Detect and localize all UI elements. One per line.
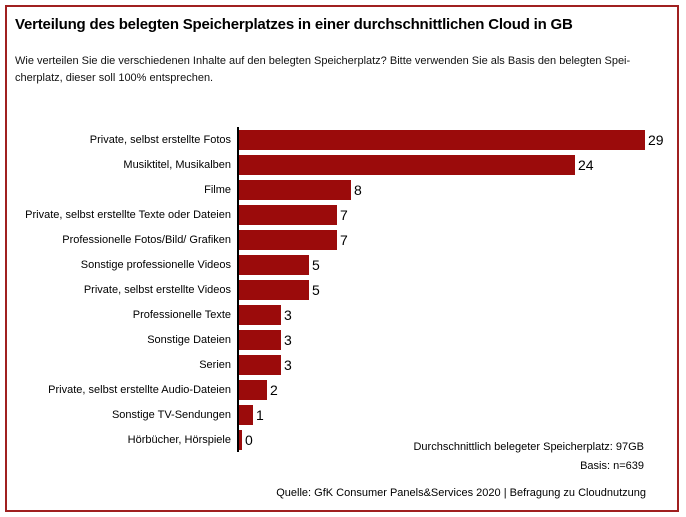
source-note: Quelle: GfK Consumer Panels&Services 202… — [276, 487, 646, 499]
bar-chart: Private, selbst erstellte Fotos 29 Musik… — [0, 127, 686, 452]
bar-row: Hörbücher, Hörspiele 0 — [0, 427, 686, 452]
bar — [239, 354, 281, 375]
category-label: Filme — [204, 183, 231, 196]
bar-row: Professionelle Texte 3 — [0, 302, 686, 327]
category-label: Musiktitel, Musikalben — [123, 158, 231, 171]
bar-row: Private, selbst erstellte Audio-Dateien … — [0, 377, 686, 402]
bar-cell: 7 — [237, 202, 686, 227]
bar-cell: 3 — [237, 352, 686, 377]
value-label: 5 — [312, 281, 320, 298]
bar-cell: 3 — [237, 302, 686, 327]
bar — [239, 404, 253, 425]
annotation: Durchschnittlich belegeter Speicherplatz… — [413, 438, 644, 476]
category-label: Private, selbst erstellte Fotos — [89, 133, 231, 146]
bar — [239, 229, 337, 250]
value-label: 0 — [245, 431, 253, 448]
bar-row: Private, selbst erstellte Videos 5 — [0, 277, 686, 302]
subtitle-line-1: Wie verteilen Sie die verschiedenen Inha… — [15, 55, 631, 67]
value-label: 3 — [284, 356, 292, 373]
bar — [239, 329, 281, 350]
bar-row: Musiktitel, Musikalben 24 — [0, 152, 686, 177]
category-label: Sonstige TV-Sendungen — [111, 408, 231, 421]
bar-row: Private, selbst erstellte Fotos 29 — [0, 127, 686, 152]
category-label: Sonstige Dateien — [147, 333, 231, 346]
bar-row: Sonstige Dateien 3 — [0, 327, 686, 352]
value-label: 29 — [648, 131, 664, 148]
bar-row: Serien 3 — [0, 352, 686, 377]
bar-cell: 2 — [237, 377, 686, 402]
category-label: Professionelle Texte — [132, 308, 231, 321]
value-label: 3 — [284, 331, 292, 348]
category-label: Sonstige professionelle Videos — [80, 258, 231, 271]
bar-cell: 24 — [237, 152, 686, 177]
bar — [239, 429, 242, 450]
bar-cell: 7 — [237, 227, 686, 252]
value-label: 2 — [270, 381, 278, 398]
basis-note: Basis: n=639 — [580, 460, 644, 472]
bar — [239, 129, 645, 150]
value-label: 7 — [340, 206, 348, 223]
bar — [239, 254, 309, 275]
chart-subtitle: Wie verteilen Sie die verschiedenen Inha… — [15, 53, 630, 87]
bar-cell: 5 — [237, 252, 686, 277]
bar — [239, 279, 309, 300]
bar — [239, 179, 351, 200]
bar-cell: 1 — [237, 402, 686, 427]
value-label: 1 — [256, 406, 264, 423]
bar — [239, 304, 281, 325]
category-label: Professionelle Fotos/Bild/ Grafiken — [62, 233, 231, 246]
avg-storage-note: Durchschnittlich belegeter Speicherplatz… — [413, 441, 644, 453]
bar-row: Sonstige professionelle Videos 5 — [0, 252, 686, 277]
bar-cell: 0 — [237, 427, 686, 452]
bar-row: Sonstige TV-Sendungen 1 — [0, 402, 686, 427]
bar-row: Professionelle Fotos/Bild/ Grafiken 7 — [0, 227, 686, 252]
value-label: 7 — [340, 231, 348, 248]
category-label: Private, selbst erstellte Videos — [83, 283, 231, 296]
bar-row: Private, selbst erstellte Texte oder Dat… — [0, 202, 686, 227]
subtitle-line-2: cherplatz, dieser soll 100% entsprechen. — [15, 72, 214, 84]
bar-cell: 3 — [237, 327, 686, 352]
category-label: Serien — [199, 358, 231, 371]
value-label: 24 — [578, 156, 594, 173]
value-label: 3 — [284, 306, 292, 323]
bar — [239, 204, 337, 225]
bar-cell: 5 — [237, 277, 686, 302]
bar — [239, 154, 575, 175]
bar-cell: 29 — [237, 127, 686, 152]
value-label: 8 — [354, 181, 362, 198]
category-label: Private, selbst erstellte Texte oder Dat… — [25, 208, 231, 221]
bar-row: Filme 8 — [0, 177, 686, 202]
category-label: Hörbücher, Hörspiele — [127, 433, 231, 446]
bar — [239, 379, 267, 400]
category-label: Private, selbst erstellte Audio-Dateien — [48, 383, 231, 396]
value-label: 5 — [312, 256, 320, 273]
page-title: Verteilung des belegten Speicherplatzes … — [15, 16, 573, 33]
bar-cell: 8 — [237, 177, 686, 202]
